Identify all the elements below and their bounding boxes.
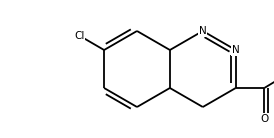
Text: N: N: [199, 26, 207, 36]
Text: N: N: [232, 45, 239, 55]
Text: Cl: Cl: [74, 30, 84, 41]
Text: O: O: [260, 114, 269, 124]
